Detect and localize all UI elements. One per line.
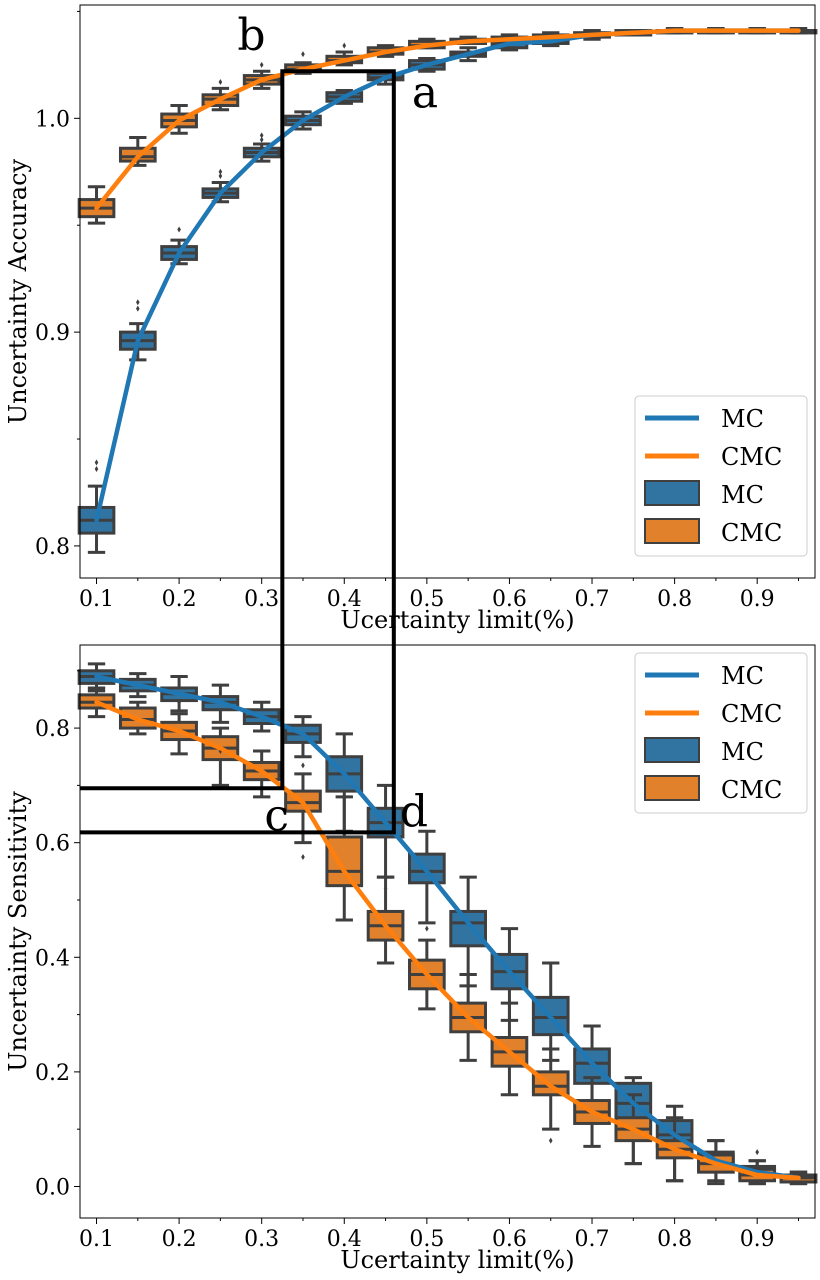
flier [548,1137,553,1144]
legend-entry-label: MC [721,481,764,509]
line-cmc [94,28,801,211]
sensitivity-lines [94,674,801,1181]
box-body [449,909,487,948]
legend-entry-label: MC [721,405,764,433]
x-tick-label: 0.5 [409,1227,444,1252]
flier [755,1149,759,1156]
flier [259,136,264,143]
flier [177,699,181,706]
legend-box-swatch [644,775,700,801]
x-tick-label: 0.1 [79,1227,114,1252]
legend-frame [634,395,808,557]
sensitivity-y-axis-label: Uncertainty Sensitivity [4,791,32,1072]
accuracy-x-axis-label: Ucertainty limit(%) [340,606,574,634]
accuracy-x-ticks: 0.1 0.2 0.3 0.4 0.5 0.6 0.7 0.8 0.9 [79,578,799,612]
boxplot-cmc [366,875,405,965]
accuracy-y-ticks: 0.8 0.9 1.0 [35,10,80,560]
legend-frame [634,652,808,814]
legend-box-swatch [644,737,700,763]
x-tick-label: 0.9 [740,587,775,612]
sensitivity-y-ticks: 0.0 0.2 0.4 0.6 0.8 [35,670,80,1200]
accuracy-lines [94,28,801,523]
x-tick-label: 0.3 [244,1227,279,1252]
x-tick-label: 0.1 [79,587,114,612]
boxplot-mc [408,829,446,932]
legend-box-swatch [644,518,700,544]
annotations: a b c d [80,10,438,841]
x-tick-label: 0.2 [162,587,197,612]
flier [218,173,223,180]
boxplot-cmc [118,136,157,167]
y-tick-label: 0.0 [35,1175,70,1200]
flier [259,132,264,139]
flier [342,42,347,49]
annotation-rectangle [80,69,396,835]
line-mc [94,674,801,1181]
flier [177,226,181,233]
flier [218,168,223,175]
legend-entry-label: CMC [721,519,782,547]
flier [94,465,99,472]
boxplot-mc [490,927,529,1022]
boxplot-mc [531,961,570,1062]
flier [94,459,99,466]
x-tick-label: 0.8 [657,1227,692,1252]
sensitivity-axes-frame [79,644,816,1219]
y-tick-label: 0.2 [35,1061,70,1086]
flier [218,78,223,85]
x-tick-label: 0.7 [575,587,610,612]
x-tick-label: 0.4 [327,587,362,612]
x-tick-label: 0.8 [657,587,692,612]
y-tick-label: 0.8 [35,535,70,560]
flier [136,299,140,306]
y-tick-label: 0.4 [35,946,70,971]
boxplot-mc [242,132,281,163]
accuracy-legend: MC CMC MC CMC [634,395,808,557]
x-tick-label: 0.6 [492,587,527,612]
sensitivity-x-axis-label: Ucertainty limit(%) [340,1246,574,1274]
sensitivity-legend: MC CMC MC CMC [634,652,808,814]
flier [259,61,264,68]
flier [425,925,429,932]
annotation-label-d: d [400,786,428,837]
boxplot-mc [284,715,322,769]
legend-box-swatch [644,480,700,506]
sensitivity-x-ticks: 0.1 0.2 0.3 0.4 0.5 0.6 0.7 0.8 0.9 [79,1218,799,1252]
box-body [325,835,364,888]
x-tick-label: 0.5 [409,587,444,612]
flier [301,762,305,769]
boxplot-cmc [284,772,322,861]
line-cmc [94,700,801,1181]
accuracy-y-axis-label: Uncertainty Accuracy [4,158,32,424]
x-tick-label: 0.9 [740,1227,775,1252]
accuracy-axes-frame [79,4,816,579]
accuracy-panel: 0.1 0.2 0.3 0.4 0.5 0.6 0.7 0.8 0.9 0.8 0.9 1.0 Uc… [4,4,818,634]
legend-entry-label: CMC [721,700,782,728]
legend-entry-label: MC [721,662,764,690]
y-tick-label: 0.6 [35,832,70,857]
sensitivity-panel: 0.1 0.2 0.3 0.4 0.5 0.6 0.7 0.8 0.9 0.0 0.2 0.4 0.6… [4,644,818,1274]
y-tick-label: 1.0 [35,107,70,132]
x-tick-label: 0.7 [575,1227,610,1252]
x-tick-label: 0.6 [492,1227,527,1252]
y-tick-label: 0.8 [35,717,70,742]
legend-entry-label: CMC [721,443,782,471]
boxplot-mc [118,299,157,362]
boxplot-cmc [325,795,364,922]
y-tick-label: 0.9 [35,321,70,346]
boxplot-mc [449,875,487,988]
legend-entry-label: CMC [721,776,782,804]
flier [301,854,305,861]
annotation-label-b: b [237,10,265,61]
flier [301,51,305,58]
flier [136,305,140,312]
annotation-label-a: a [412,68,438,119]
x-tick-label: 0.3 [244,587,279,612]
annotation-label-c: c [264,790,289,841]
legend-entry-label: MC [721,738,764,766]
x-tick-label: 0.2 [162,1227,197,1252]
x-tick-label: 0.4 [327,1227,362,1252]
